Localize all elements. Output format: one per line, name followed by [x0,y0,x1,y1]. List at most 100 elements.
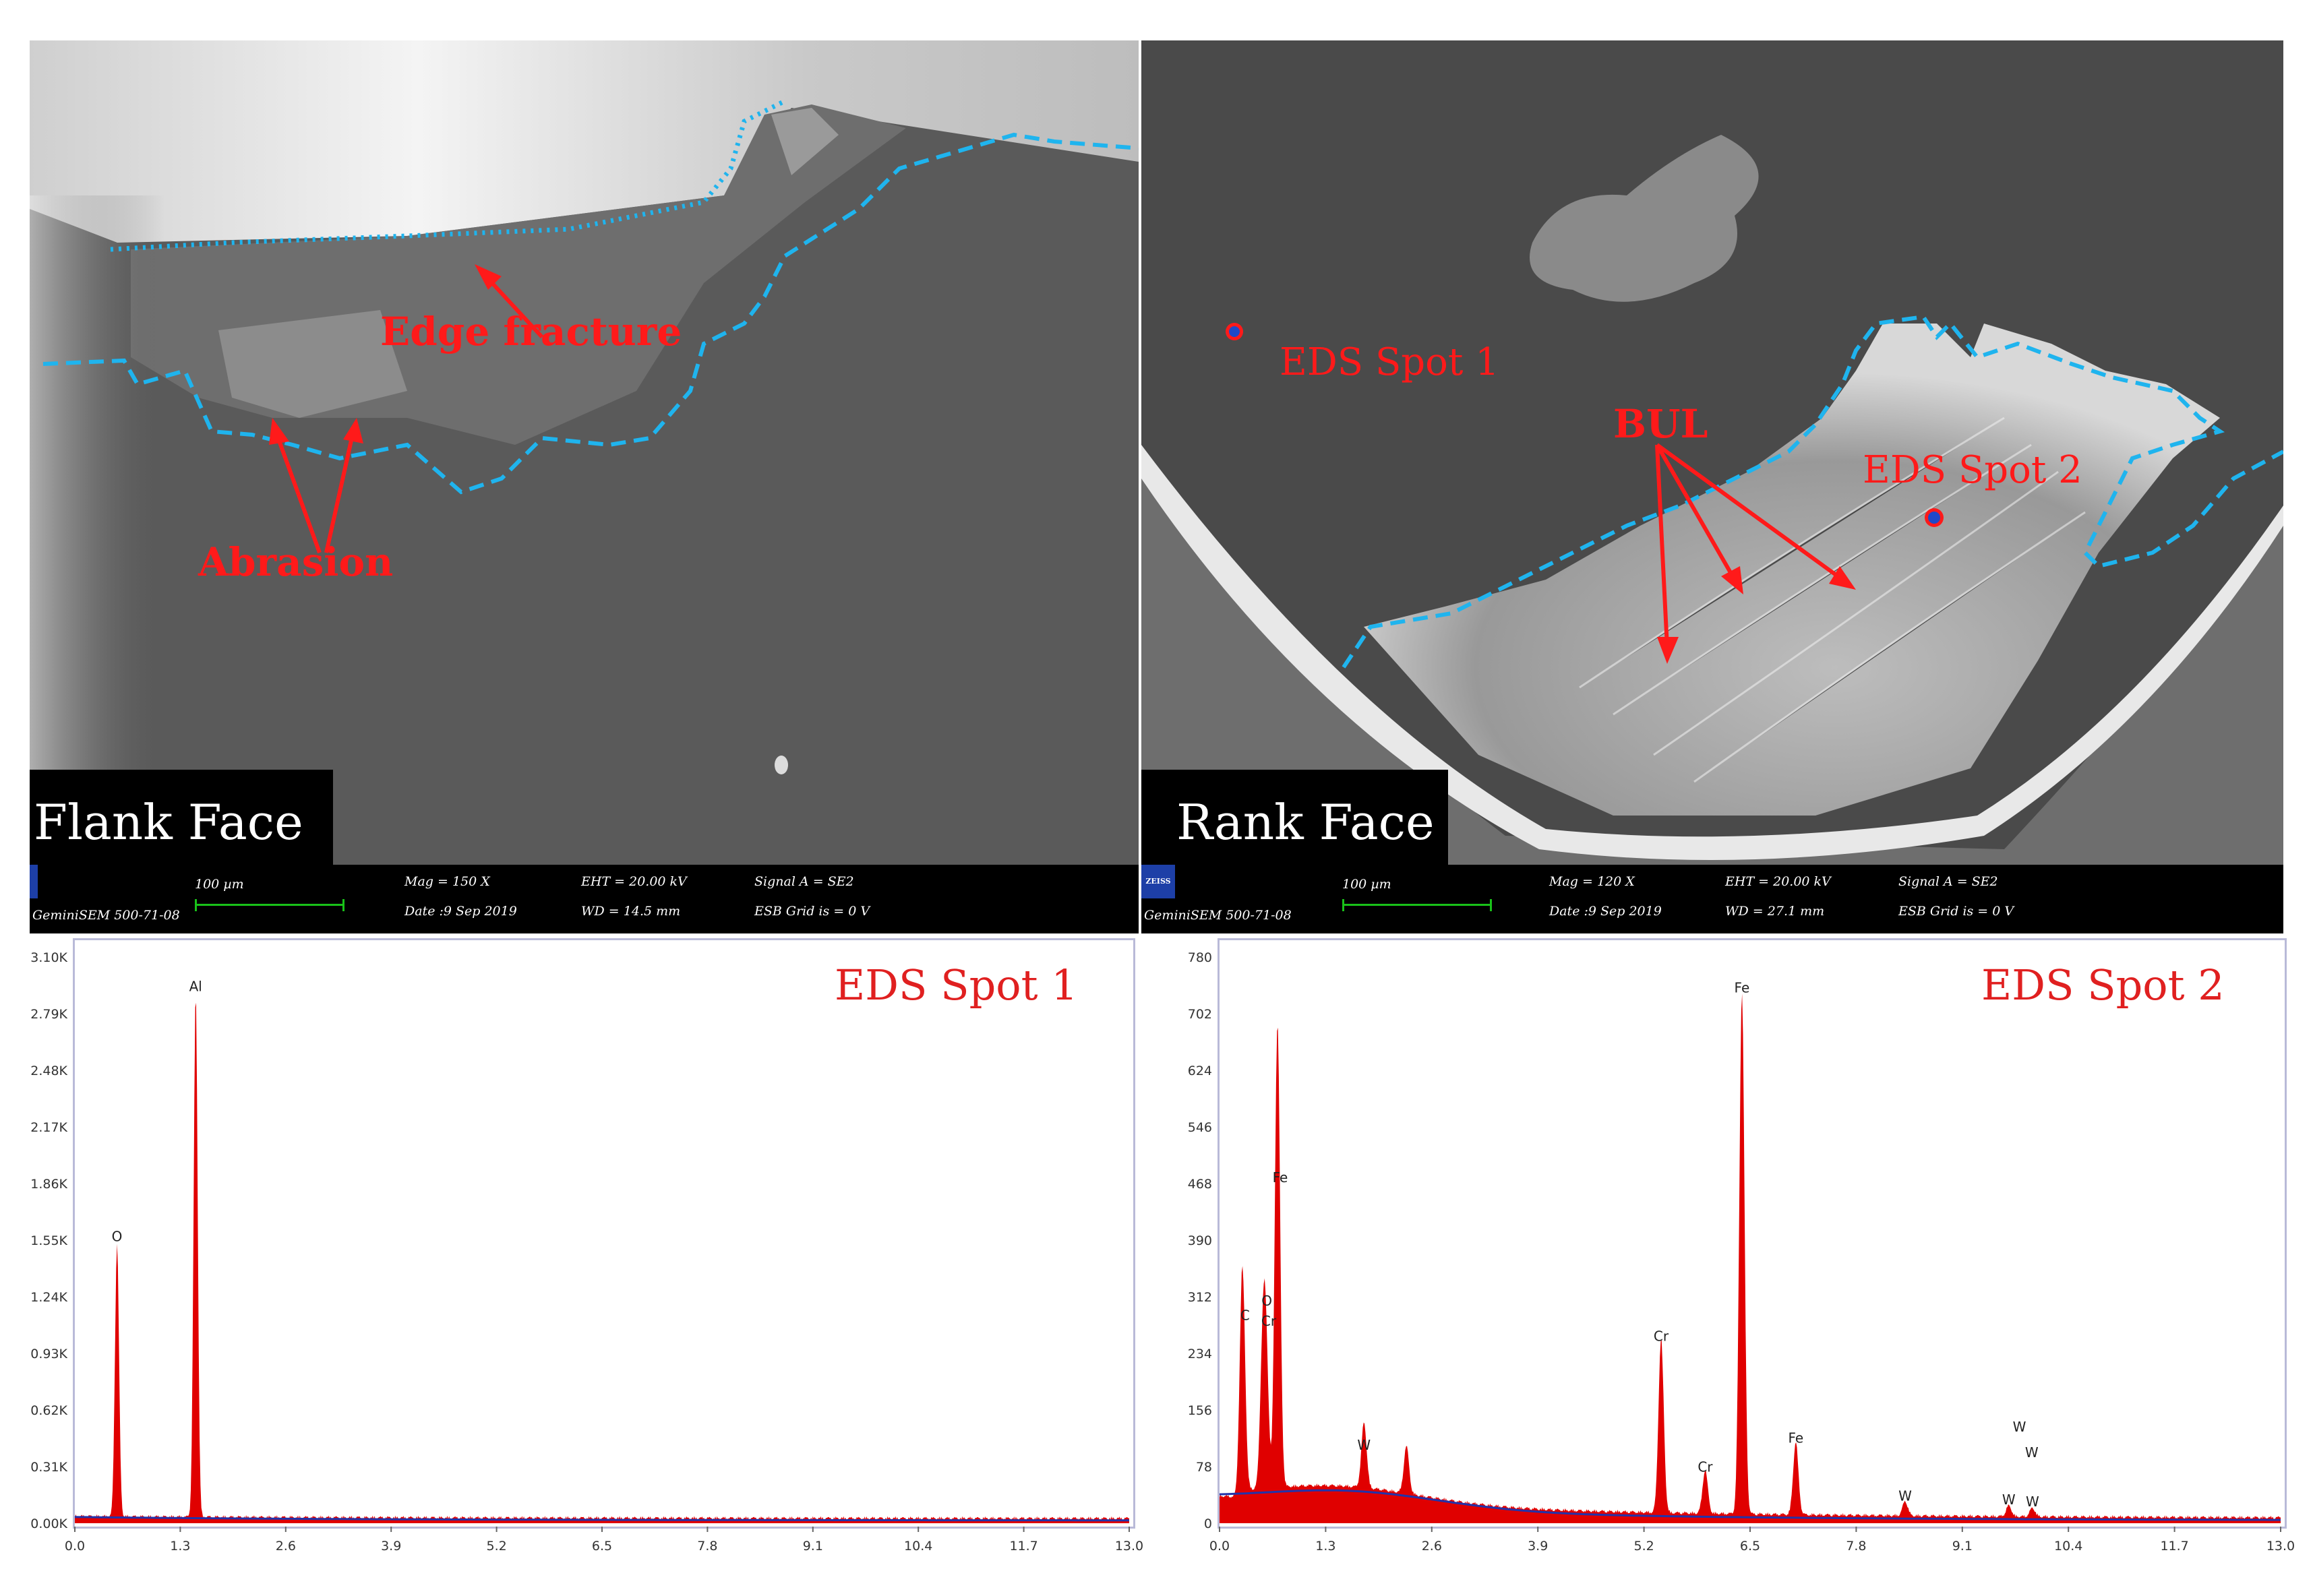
esb-text: ESB Grid is = 0 V [754,904,870,919]
edge-fracture-label: Edge fracture [380,309,682,355]
peak-label: W [2026,1494,2039,1510]
flank-face-label: Flank Face [34,794,303,851]
mag-text: Mag = 120 X [1549,874,1635,889]
x-tick-label: 0.0 [1209,1539,1230,1554]
wd-text: WD = 14.5 mm [581,904,681,919]
rank-face-label: Rank Face [1176,794,1435,851]
eds-spectrum-1-plot: O Al [75,978,1129,1523]
sem-flank-panel: Edge fracture Abrasion Flank Face Gemini… [30,40,1139,933]
peak-label: W [2002,1492,2016,1508]
y-tick-label: 624 [1188,1064,1212,1078]
background-fit-line [1220,1489,2281,1521]
x-tick-label: 11.7 [1009,1539,1038,1554]
y-tick-label: 1.55K [30,1233,67,1248]
esb-text: ESB Grid is = 0 V [1898,904,2014,919]
eds-spectrum-1: O Al EDS Spot 1 [73,938,1135,1529]
peak-label: O [112,1229,123,1245]
x-tick-label: 10.4 [2054,1539,2082,1554]
eht-text: EHT = 20.00 kV [1725,874,1831,889]
y-tick-label: 1.86K [30,1177,67,1192]
y-tick-label: 2.79K [30,1007,67,1022]
eds-spot1-label: EDS Spot 1 [1280,340,1499,384]
x-tick-label: 6.5 [1740,1539,1760,1554]
x-tick-label: 2.6 [1422,1539,1442,1554]
mag-text: Mag = 150 X [404,874,490,889]
x-tick-label: 13.0 [2266,1539,2295,1554]
y-tick-label: 78 [1196,1460,1212,1475]
peak-label: W [1357,1437,1371,1453]
eht-text: EHT = 20.00 kV [581,874,687,889]
y-tick-label: 546 [1188,1120,1212,1135]
x-tick-label: 3.9 [1528,1539,1548,1554]
scale-bar [1342,899,1492,911]
peak-label: W [1898,1487,1912,1504]
bul-label: BUL [1613,401,1708,447]
x-tick-label: 13.0 [1115,1539,1143,1554]
x-tick-label: 6.5 [592,1539,612,1554]
sem-rank-panel: EDS Spot 1 BUL EDS Spot 2 Rank Face ZEIS… [1141,40,2283,933]
y-tick-label: 0.62K [30,1403,67,1418]
x-tick-label: 9.1 [803,1539,823,1554]
flank-face-label-box: Flank Face [30,770,333,865]
peak-label: Fe [1273,1169,1288,1186]
peak-label: Cr [1698,1459,1713,1475]
rank-face-label-box: Rank Face [1141,770,1448,865]
sem-model: GeminiSEM 500-71-08 [32,908,180,923]
abrasion-label: Abrasion [198,539,394,585]
y-tick-label: 1.24K [30,1290,67,1305]
peak-label: W [2025,1444,2039,1461]
y-tick-label: 780 [1188,950,1212,965]
spectrum-area [1220,993,2281,1523]
x-tick-label: 1.3 [1315,1539,1335,1554]
y-tick-label: 0.93K [30,1347,67,1361]
peak-label: Cr [1654,1328,1669,1345]
peak-label: C [1240,1307,1250,1323]
x-tick-label: 3.9 [381,1539,401,1554]
eds-spectrum-2-title: EDS Spot 2 [1981,960,2225,1010]
date-text: Date :9 Sep 2019 [404,904,517,919]
x-tick-label: 10.4 [904,1539,932,1554]
peak-label: Fe [1735,980,1750,996]
eds-spectrum-2: C O Cr Fe W Cr Cr Fe Fe W W W W W EDS Spot 2 [1218,938,2287,1529]
y-tick-label: 234 [1188,1347,1212,1361]
x-tick-label: 7.8 [697,1539,717,1554]
eds-spectrum-1-title: EDS Spot 1 [835,960,1078,1010]
peak-label: Al [189,978,202,994]
sem-flank-infobar: GeminiSEM 500-71-08 100 µm Mag = 150 X D… [30,865,1139,933]
sem-model: GeminiSEM 500-71-08 [1144,908,1292,923]
zeiss-logo: ZEISS [1141,865,1175,898]
y-tick-label: 2.48K [30,1064,67,1078]
spectrum-area [75,1002,1129,1523]
x-tick-label: 1.3 [170,1539,190,1554]
signal-text: Signal A = SE2 [1898,874,1998,889]
wd-text: WD = 27.1 mm [1725,904,1825,919]
y-tick-label: 0.00K [30,1516,67,1531]
peak-label: O [1261,1293,1272,1309]
scale-text: 100 µm [1342,877,1391,892]
sem-rank-infobar: ZEISS GeminiSEM 500-71-08 100 µm Mag = 1… [1141,865,2283,933]
x-tick-label: 5.2 [486,1539,506,1554]
x-tick-label: 7.8 [1846,1539,1866,1554]
y-tick-label: 3.10K [30,950,67,965]
scale-bar [195,899,344,911]
y-tick-label: 312 [1188,1290,1212,1305]
zeiss-logo [30,865,38,898]
scale-text: 100 µm [195,877,244,892]
x-tick-label: 9.1 [1952,1539,1973,1554]
y-tick-label: 156 [1188,1403,1212,1418]
y-tick-label: 0.31K [30,1460,67,1475]
y-tick-label: 702 [1188,1007,1212,1022]
y-tick-label: 0 [1204,1516,1212,1531]
background-fit-line [75,1516,1129,1522]
x-tick-label: 11.7 [2160,1539,2188,1554]
peak-label: Cr [1261,1313,1277,1329]
signal-text: Signal A = SE2 [754,874,854,889]
y-tick-label: 2.17K [30,1120,67,1135]
date-text: Date :9 Sep 2019 [1549,904,1662,919]
x-tick-label: 5.2 [1633,1539,1654,1554]
eds-spot2-label: EDS Spot 2 [1863,448,2082,492]
peak-label: Fe [1788,1430,1803,1446]
y-tick-label: 390 [1188,1233,1212,1248]
y-tick-label: 468 [1188,1177,1212,1192]
